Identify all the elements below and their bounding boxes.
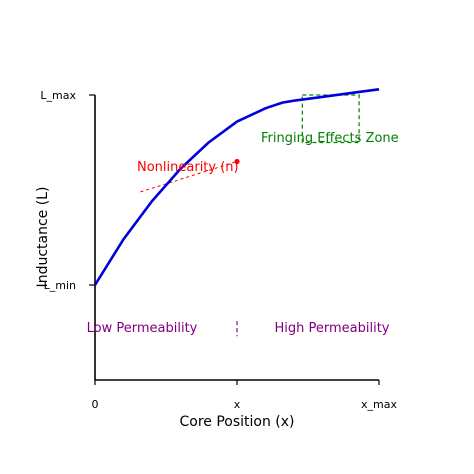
x-tick-label-2: x_max	[361, 398, 397, 411]
low-permeability-label: Low Permeability	[87, 321, 198, 336]
y-tick-label-min: L_min	[44, 279, 76, 292]
nonlinearity-point	[234, 158, 240, 165]
inductance-curve-line-0	[93, 88, 380, 286]
y-ticks: L_min L_max	[40, 89, 95, 292]
high-permeability-label: High Permeability	[274, 321, 389, 336]
x-ticks: 0 x x_max	[92, 380, 397, 411]
series-layer	[93, 88, 380, 286]
nonlinearity-label: Nonlinearity (n)	[137, 160, 239, 175]
y-tick-label-max: L_max	[40, 89, 76, 102]
annotation-labels: Nonlinearity (n) Fringing Effects Zone L…	[87, 131, 399, 336]
nonlinearity-tangent-line	[140, 161, 238, 193]
fringing-zone-label: Fringing Effects Zone	[261, 131, 399, 146]
y-axis-label: Inductance (L)	[35, 187, 51, 288]
x-tick-label-1: x	[234, 398, 241, 411]
x-axis-label: Core Position (x)	[179, 414, 294, 430]
x-tick-label-0: 0	[92, 398, 99, 411]
